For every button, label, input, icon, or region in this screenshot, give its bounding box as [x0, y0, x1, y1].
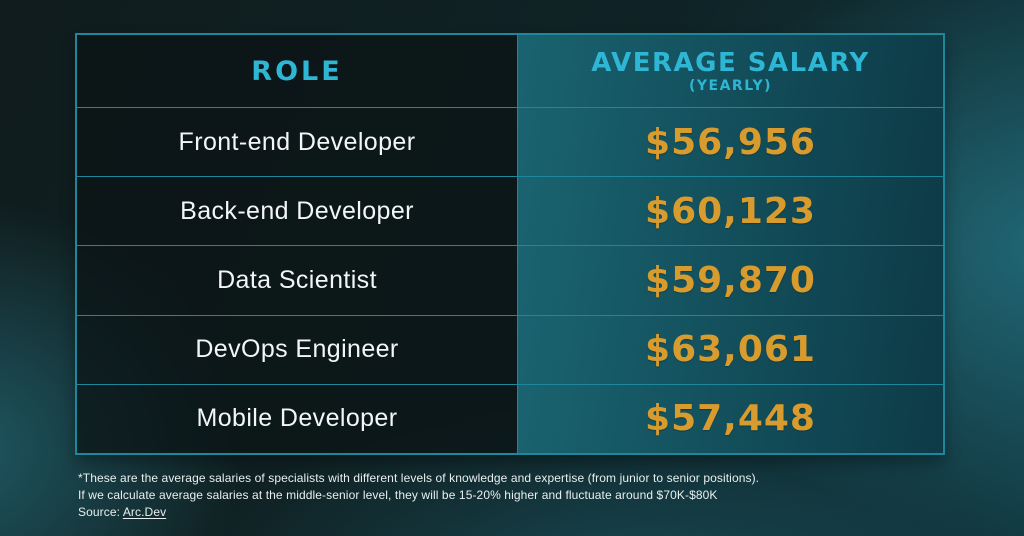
role-value: Front-end Developer	[178, 127, 416, 156]
source-link[interactable]: Arc.Dev	[122, 505, 167, 519]
salary-value: $56,956	[645, 121, 816, 163]
footnote-line-1: *These are the average salaries of speci…	[78, 471, 760, 485]
salary-header-sublabel: (YEARLY)	[689, 77, 772, 94]
role-value: DevOps Engineer	[195, 335, 399, 364]
footnote: *These are the average salaries of speci…	[78, 470, 759, 521]
table-row-salary: $57,448	[517, 383, 943, 453]
salary-value: $59,870	[645, 259, 816, 301]
table-row-salary: $63,061	[517, 314, 943, 384]
salary-value: $60,123	[645, 190, 816, 232]
role-header-cell: ROLE	[77, 35, 517, 107]
salary-value: $63,061	[645, 329, 816, 371]
footnote-line-2: If we calculate average salaries at the …	[78, 488, 718, 502]
table-row-role: Data Scientist	[77, 245, 517, 315]
table-row-salary: $60,123	[517, 176, 943, 246]
table-row-role: Mobile Developer	[77, 383, 517, 453]
salary-header-label: AVERAGE SALARY	[591, 47, 870, 78]
salary-table: ROLE AVERAGE SALARY (YEARLY) Front-end D…	[75, 33, 945, 455]
role-header-label: ROLE	[251, 55, 343, 87]
footnote-source: Source: Arc.Dev	[78, 504, 759, 521]
source-label: Source:	[78, 505, 123, 519]
salary-value: $57,448	[645, 398, 816, 440]
role-value: Mobile Developer	[196, 404, 398, 433]
table-row-salary: $59,870	[517, 245, 943, 315]
table-row-role: Front-end Developer	[77, 107, 517, 177]
table-row-role: DevOps Engineer	[77, 314, 517, 384]
table-row-role: Back-end Developer	[77, 176, 517, 246]
salary-header-cell: AVERAGE SALARY (YEARLY)	[517, 35, 943, 107]
role-value: Data Scientist	[217, 265, 377, 294]
role-value: Back-end Developer	[180, 196, 414, 225]
table-row-salary: $56,956	[517, 107, 943, 177]
